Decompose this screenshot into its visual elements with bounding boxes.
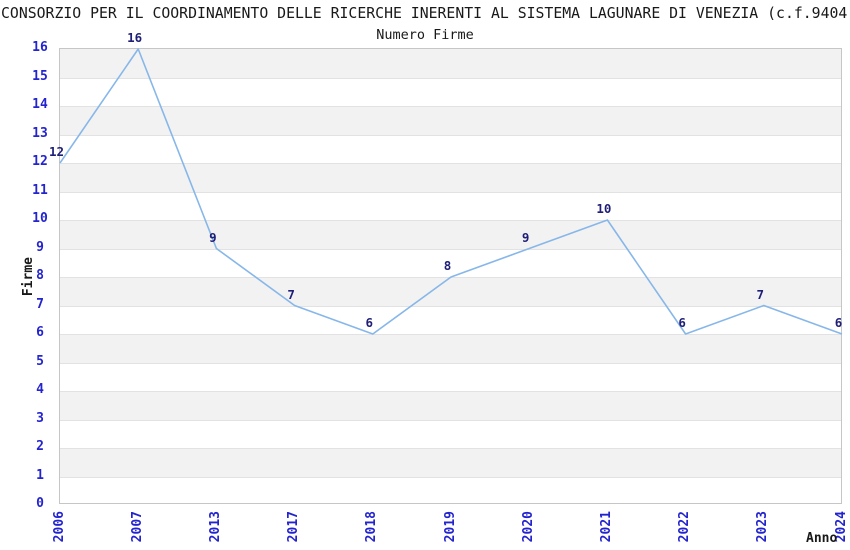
- series-line-layer: [59, 48, 843, 335]
- y-tick-label: 15: [32, 68, 48, 84]
- y-tick-label: 5: [36, 353, 44, 369]
- data-point-label: 10: [596, 201, 612, 216]
- data-point-label: 6: [834, 315, 843, 330]
- y-tick-label: 10: [32, 211, 48, 226]
- plot-band: [60, 277, 841, 306]
- plot-gridline: [60, 77, 841, 79]
- plot-band: [60, 106, 841, 135]
- x-tick-label: 2007: [129, 511, 145, 543]
- plot-gridline: [60, 248, 841, 250]
- plot-gridline: [60, 476, 841, 478]
- plot-gridline: [60, 391, 841, 392]
- y-tick-label: 6: [36, 325, 44, 340]
- plot-gridline: [60, 419, 841, 421]
- x-tick-label: 2022: [677, 511, 693, 543]
- x-tick-label: 2020: [520, 511, 536, 543]
- y-tick-label: 7: [36, 296, 44, 312]
- chart-subtitle: Numero Firme: [376, 27, 474, 43]
- plot-gridline: [60, 220, 841, 221]
- y-tick-label: 12: [32, 154, 48, 169]
- x-tick-label: 2013: [207, 511, 223, 543]
- y-tick-label: 1: [36, 467, 44, 483]
- plot-gridline: [60, 334, 841, 335]
- data-point-label: 12: [48, 144, 65, 159]
- y-tick-label: 13: [32, 125, 48, 141]
- plot-band: [60, 448, 841, 477]
- plot-gridline: [60, 191, 841, 193]
- x-tick-label: 2018: [364, 511, 380, 543]
- y-tick-label: 4: [36, 382, 44, 397]
- plot-gridline: [60, 362, 841, 364]
- y-tick-label: 2: [36, 439, 44, 454]
- y-tick-label: 11: [32, 182, 48, 198]
- y-tick-label: 9: [36, 239, 44, 255]
- x-tick-label: 2017: [286, 511, 302, 543]
- y-tick-label: 14: [32, 97, 48, 112]
- plot-band: [60, 163, 841, 192]
- y-tick-label: 0: [36, 496, 44, 511]
- series-line: [59, 48, 843, 335]
- plot-band: [60, 49, 841, 78]
- x-tick-label: 2019: [442, 511, 458, 543]
- y-tick-label: 8: [36, 268, 44, 283]
- data-point-label: 8: [443, 258, 452, 273]
- chart-title: CONSORZIO PER IL COORDINAMENTO DELLE RIC…: [1, 5, 848, 22]
- x-tick-label: 2006: [51, 511, 67, 543]
- y-tick-label: 16: [32, 40, 48, 55]
- data-point-label: 16: [127, 30, 143, 45]
- plot-band: [60, 391, 841, 420]
- data-point-label: 6: [678, 315, 686, 330]
- x-axis-title: Anno: [806, 531, 838, 546]
- x-tick-label: 2021: [598, 511, 614, 543]
- plot-gridline: [60, 106, 841, 107]
- data-point-label: 7: [287, 286, 295, 302]
- x-tick-label: 2023: [755, 511, 771, 543]
- plot-gridline: [60, 305, 841, 307]
- data-point-label: 7: [756, 286, 765, 302]
- plot-band: [60, 220, 841, 249]
- plot-gridline: [60, 163, 841, 164]
- data-point-label: 6: [365, 315, 374, 330]
- data-point-label: 9: [521, 229, 530, 245]
- plot-area: [59, 48, 843, 504]
- y-axis-title: Firme: [21, 257, 36, 297]
- plot-gridline: [60, 448, 841, 449]
- data-point-label: 9: [209, 229, 217, 245]
- plot-gridline: [60, 134, 841, 136]
- plot-band: [60, 334, 841, 363]
- y-tick-label: 3: [36, 410, 44, 426]
